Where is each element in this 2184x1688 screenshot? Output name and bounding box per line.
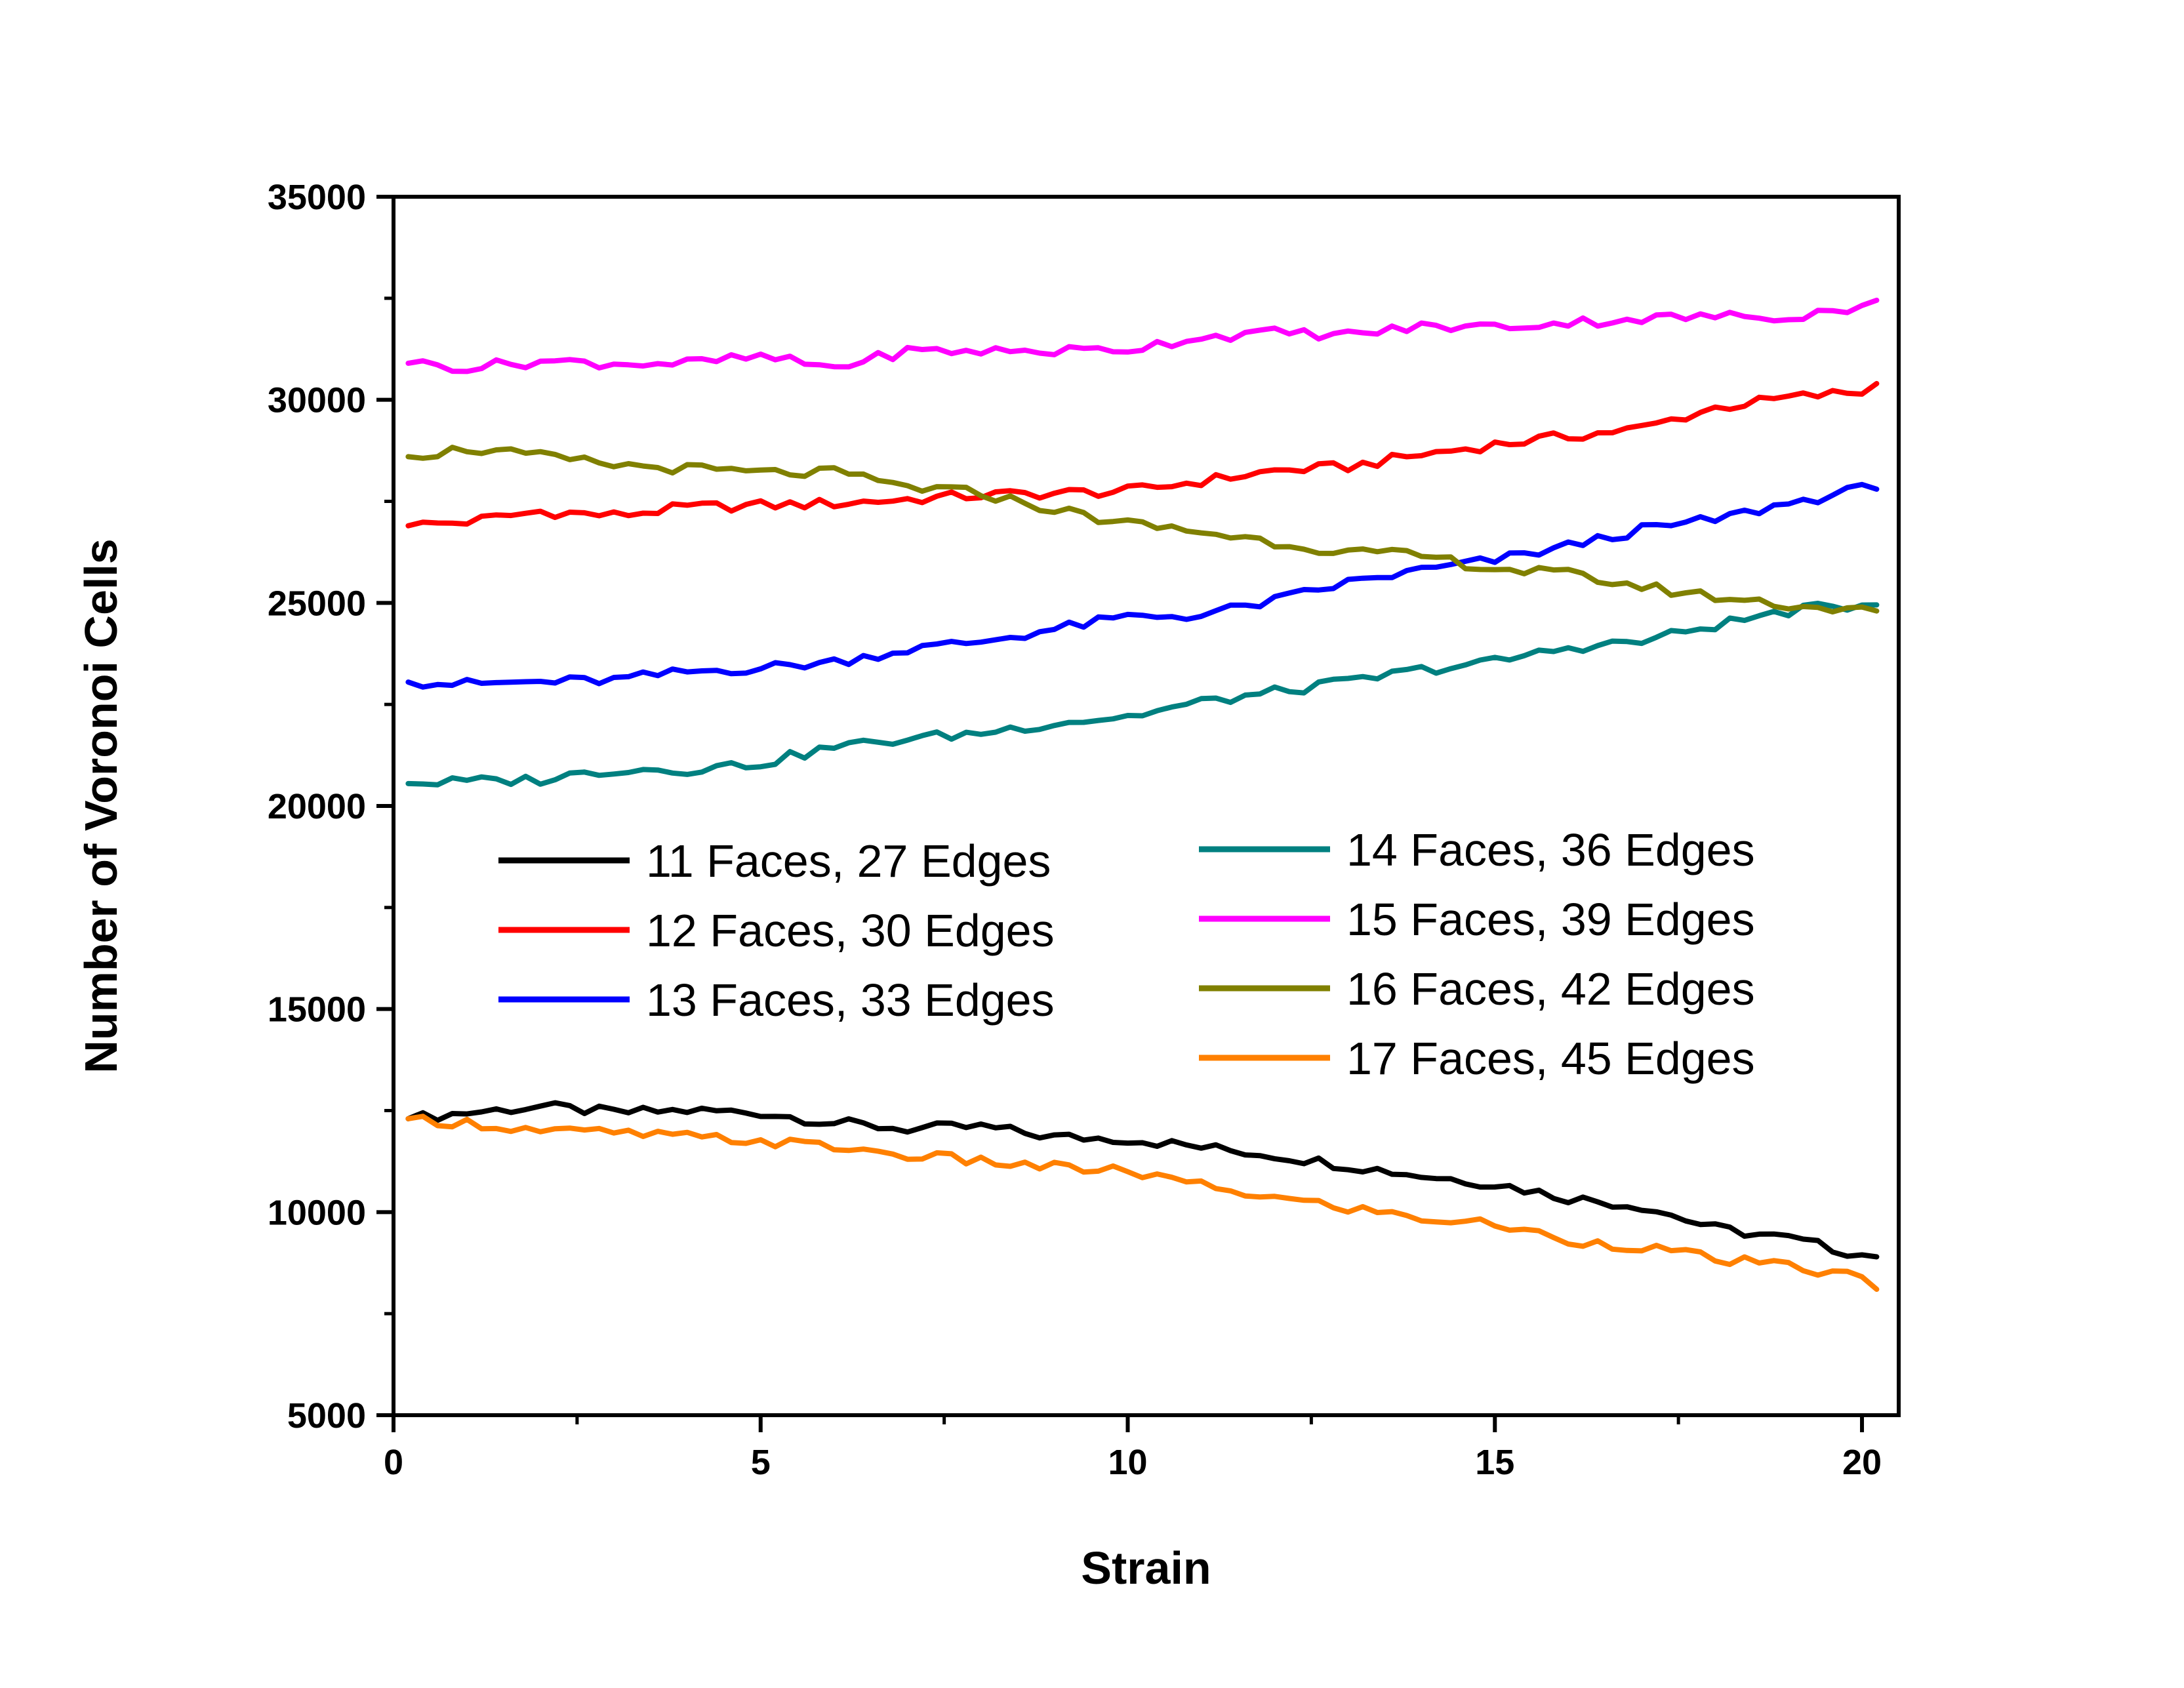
plot-area-frame — [392, 195, 1901, 1417]
series-line — [405, 380, 1880, 529]
series-line — [405, 481, 1880, 690]
legend-label: 17 Faces, 45 Edges — [1346, 1033, 1755, 1084]
x-tick-label: 5 — [751, 1443, 771, 1482]
x-axis-tick-labels: 0 5 10 15 20 — [384, 1443, 1882, 1482]
x-axis-title: Strain — [1081, 1542, 1211, 1594]
legend-label: 16 Faces, 42 Edges — [1346, 963, 1755, 1015]
series-line — [405, 601, 1880, 788]
legend: 11 Faces, 27 Edges 12 Faces, 30 Edges 13 F… — [498, 824, 1755, 1084]
y-tick-label: 25000 — [268, 584, 366, 623]
legend-label: 14 Faces, 36 Edges — [1346, 824, 1755, 875]
legend-label: 13 Faces, 33 Edges — [646, 975, 1055, 1026]
series-line — [405, 1114, 1880, 1292]
series-line — [405, 1100, 1880, 1260]
series-line — [405, 445, 1880, 614]
x-tick-label: 0 — [384, 1443, 403, 1482]
series-line — [405, 297, 1880, 374]
y-tick-label: 15000 — [268, 990, 366, 1030]
y-tick-label: 20000 — [268, 787, 366, 826]
x-tick-label: 15 — [1475, 1443, 1514, 1482]
series-lines — [405, 297, 1880, 1292]
y-tick-label: 5000 — [287, 1396, 366, 1436]
legend-label: 12 Faces, 30 Edges — [646, 905, 1055, 956]
x-tick-label: 10 — [1108, 1443, 1147, 1482]
y-axis-tick-labels: 5000 10000 15000 20000 25000 30000 35000 — [268, 178, 366, 1436]
legend-label: 15 Faces, 39 Edges — [1346, 894, 1755, 945]
y-tick-label: 35000 — [268, 178, 366, 217]
x-tick-label: 20 — [1842, 1443, 1882, 1482]
y-tick-label: 10000 — [268, 1193, 366, 1232]
y-axis-title: Number of Voronoi Cells — [75, 538, 127, 1073]
y-tick-label: 30000 — [268, 381, 366, 420]
legend-label: 11 Faces, 27 Edges — [646, 835, 1051, 887]
